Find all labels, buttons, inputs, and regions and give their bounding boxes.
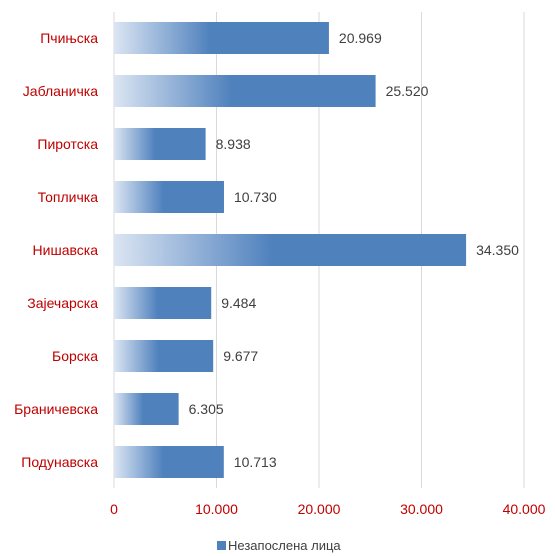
- data-label: 10.713: [234, 454, 277, 470]
- x-tick-label: 20.000: [298, 501, 341, 517]
- bar: [114, 234, 467, 266]
- category-label: Борска: [52, 348, 98, 364]
- data-label: 8.938: [216, 136, 251, 152]
- category-label: Пчињска: [40, 30, 98, 46]
- legend-label: Незапослена лица: [228, 538, 341, 553]
- bars: [114, 22, 467, 478]
- data-label: 9.484: [221, 295, 256, 311]
- x-tick-label: 0: [110, 501, 118, 517]
- bar: [114, 340, 214, 372]
- category-labels: Пчињска Јабланичка Пиротска Топличка Нишавск…: [14, 30, 98, 470]
- data-label: 6.305: [189, 401, 224, 417]
- bar: [114, 287, 212, 319]
- legend: Незапослена лица: [217, 538, 341, 553]
- x-tick-label: 40.000: [503, 501, 546, 517]
- data-label: 25.520: [386, 83, 429, 99]
- x-axis-tick-labels: 0 10.000 20.000 30.000 40.000: [110, 501, 546, 517]
- x-tick-label: 10.000: [195, 501, 238, 517]
- category-label: Зајечарска: [27, 295, 98, 311]
- data-labels: 20.969 25.520 8.938 10.730 34.350 9.484 9.677 6…: [189, 30, 519, 470]
- category-label: Јабланичка: [23, 83, 98, 99]
- bar: [114, 75, 376, 107]
- x-tick-label: 30.000: [400, 501, 443, 517]
- data-label: 10.730: [234, 189, 277, 205]
- category-label: Браничевска: [14, 401, 98, 417]
- category-label: Подунавска: [21, 454, 98, 470]
- data-label: 20.969: [339, 30, 382, 46]
- bar: [114, 22, 329, 54]
- legend-swatch: [217, 541, 226, 550]
- category-label: Нишавска: [33, 242, 99, 258]
- category-label: Топличка: [38, 189, 99, 205]
- data-label: 9.677: [223, 348, 258, 364]
- bar: [114, 393, 179, 425]
- bar: [114, 181, 224, 213]
- bar: [114, 128, 206, 160]
- bar: [114, 446, 224, 478]
- category-label: Пиротска: [37, 136, 98, 152]
- data-label: 34.350: [476, 242, 519, 258]
